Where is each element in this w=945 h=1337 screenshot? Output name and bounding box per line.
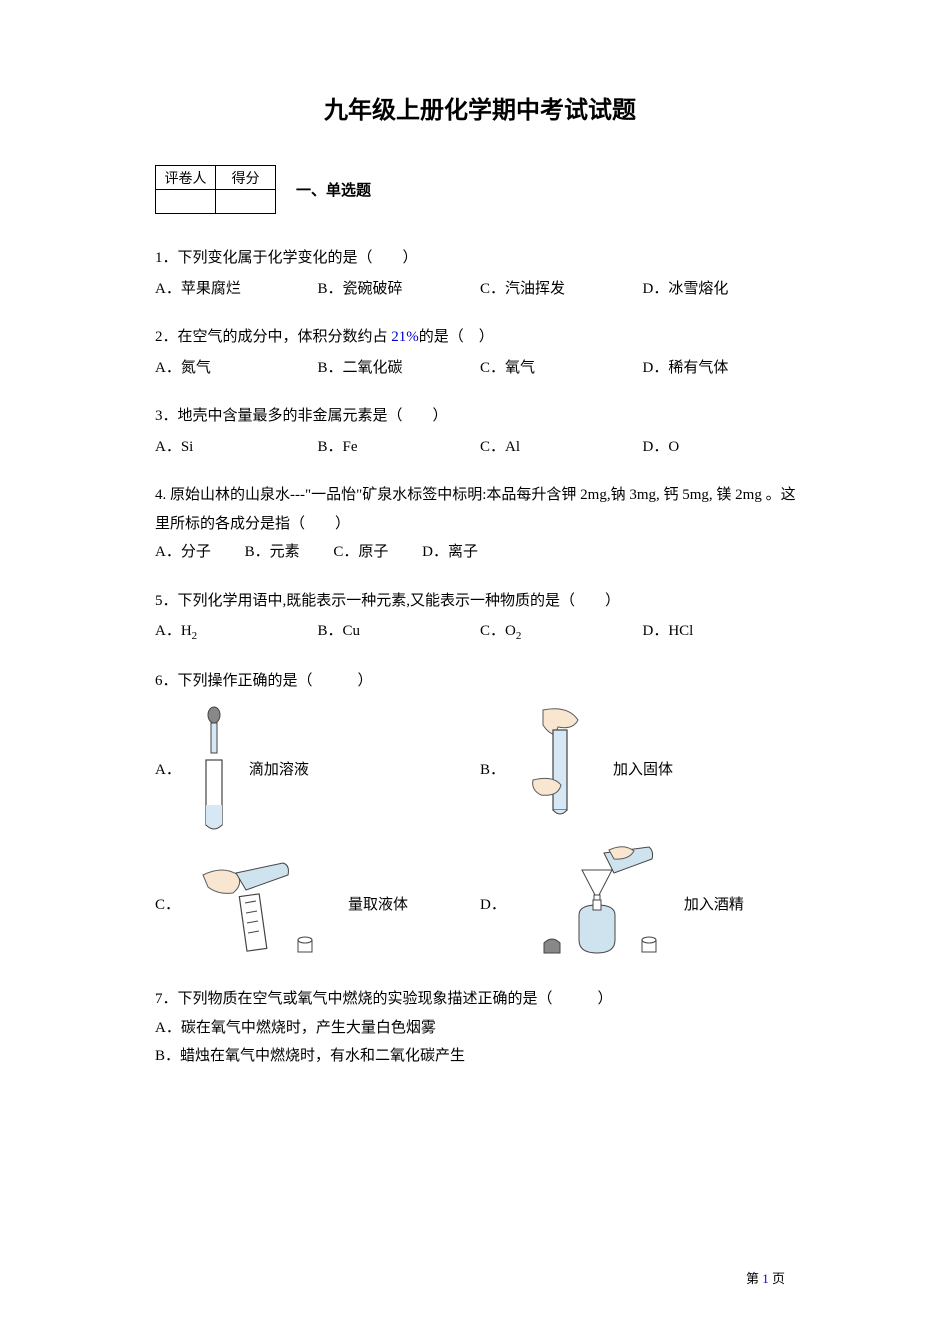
dropper-icon xyxy=(189,705,239,835)
q2-stem-post: 的是（ ） xyxy=(419,329,494,345)
page-title: 九年级上册化学期中考试试题 xyxy=(155,90,805,125)
q2-stem-pre: 2．在空气的成分中，体积分数约占 xyxy=(155,329,391,345)
q1-option-a: A．苹果腐烂 xyxy=(155,275,318,304)
q4-option-b: B．元素 xyxy=(245,544,300,560)
q5-option-b: B．Cu xyxy=(318,617,481,647)
q5-stem: 5．下列化学用语中,既能表示一种元素,又能表示一种物质的是（ ） xyxy=(155,587,805,616)
score-cell-grader xyxy=(156,190,216,214)
q5-option-c: C．O2 xyxy=(480,617,643,647)
q7-stem: 7．下列物质在空气或氧气中燃烧的实验现象描述正确的是（ ） xyxy=(155,985,805,1014)
q2-option-b: B．二氧化碳 xyxy=(318,354,481,383)
question-3: 3．地壳中含量最多的非金属元素是（ ） A．Si B．Fe C．Al D．O xyxy=(155,402,805,461)
score-cell-score xyxy=(216,190,276,214)
q6-stem: 6．下列操作正确的是（ ） xyxy=(155,667,805,696)
question-6: 6．下列操作正确的是（ ） A． 滴加溶液 B． xyxy=(155,667,805,966)
q3-option-b: B．Fe xyxy=(318,433,481,462)
q6-diagram-b xyxy=(513,705,603,835)
page-number: 第 1 页 xyxy=(746,1268,785,1287)
q4-stem: 4. 原始山林的山泉水---"一品怡"矿泉水标签中标明:本品每升含钾 2mg,钠… xyxy=(155,481,805,538)
q4-option-d: D．离子 xyxy=(422,544,478,560)
q2-stem: 2．在空气的成分中，体积分数约占 21%的是（ ） xyxy=(155,323,805,352)
q6-caption-b: 加入固体 xyxy=(613,756,673,785)
q2-option-a: A．氮气 xyxy=(155,354,318,383)
question-7: 7．下列物质在空气或氧气中燃烧的实验现象描述正确的是（ ） A．碳在氧气中燃烧时… xyxy=(155,985,805,1071)
score-header-score: 得分 xyxy=(216,166,276,190)
section-title: 一、单选题 xyxy=(296,179,371,200)
header-row: 评卷人 得分 一、单选题 xyxy=(155,165,805,214)
q5-option-a: A．H2 xyxy=(155,617,318,647)
q3-stem: 3．地壳中含量最多的非金属元素是（ ） xyxy=(155,402,805,431)
q3-option-d: D．O xyxy=(643,433,806,462)
add-alcohol-icon xyxy=(514,845,674,965)
q1-option-c: C．汽油挥发 xyxy=(480,275,643,304)
q2-stem-pct: 21% xyxy=(391,329,419,345)
measure-liquid-icon xyxy=(188,845,338,965)
q6-diagram-c xyxy=(188,845,338,965)
q6-item-a: A． 滴加溶液 xyxy=(155,705,480,835)
question-4: 4. 原始山林的山泉水---"一品怡"矿泉水标签中标明:本品每升含钾 2mg,钠… xyxy=(155,481,805,567)
q5-option-d: D．HCl xyxy=(643,617,806,647)
q1-stem: 1．下列变化属于化学变化的是（ ） xyxy=(155,244,805,273)
q7-option-b: B．蜡烛在氧气中燃烧时，有水和二氧化碳产生 xyxy=(155,1042,805,1071)
q6-item-b: B． 加入固体 xyxy=(480,705,805,835)
q6-caption-c: 量取液体 xyxy=(348,891,408,920)
question-1: 1．下列变化属于化学变化的是（ ） A．苹果腐烂 B．瓷碗破碎 C．汽油挥发 D… xyxy=(155,244,805,303)
q4-option-a: A．分子 xyxy=(155,544,211,560)
q2-option-c: C．氧气 xyxy=(480,354,643,383)
q1-option-b: B．瓷碗破碎 xyxy=(318,275,481,304)
score-table: 评卷人 得分 xyxy=(155,165,276,214)
score-header-grader: 评卷人 xyxy=(156,166,216,190)
q3-option-a: A．Si xyxy=(155,433,318,462)
q6-label-a: A． xyxy=(155,756,181,785)
q6-caption-d: 加入酒精 xyxy=(684,891,744,920)
q1-option-d: D．冰雪熔化 xyxy=(643,275,806,304)
q6-diagram-d xyxy=(514,845,674,965)
q6-label-b: B． xyxy=(480,756,505,785)
q6-label-c: C． xyxy=(155,891,180,920)
question-5: 5．下列化学用语中,既能表示一种元素,又能表示一种物质的是（ ） A．H2 B．… xyxy=(155,587,805,647)
q6-label-d: D． xyxy=(480,891,506,920)
q4-option-c: C．原子 xyxy=(333,544,388,560)
add-solid-icon xyxy=(513,705,603,835)
q6-item-c: C． 量取液体 xyxy=(155,845,480,965)
q2-option-d: D．稀有气体 xyxy=(643,354,806,383)
q6-caption-a: 滴加溶液 xyxy=(249,756,309,785)
q6-diagram-a xyxy=(189,705,239,835)
q3-option-c: C．Al xyxy=(480,433,643,462)
q7-option-a: A．碳在氧气中燃烧时，产生大量白色烟雾 xyxy=(155,1014,805,1043)
question-2: 2．在空气的成分中，体积分数约占 21%的是（ ） A．氮气 B．二氧化碳 C．… xyxy=(155,323,805,382)
q6-item-d: D． 加入酒精 xyxy=(480,845,805,965)
